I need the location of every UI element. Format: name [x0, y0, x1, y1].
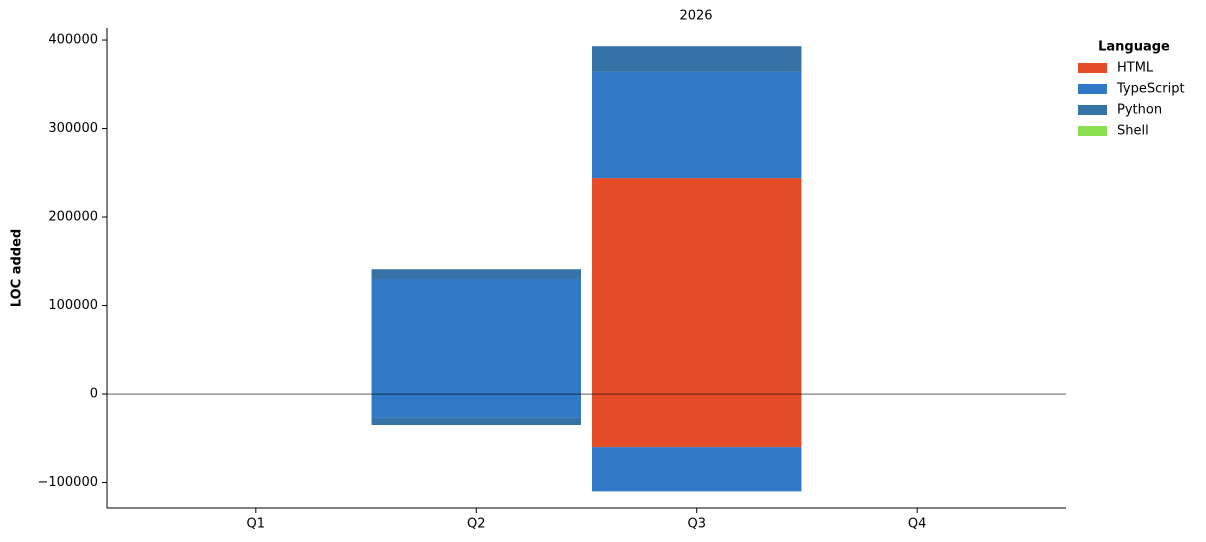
- legend-swatch: [1078, 105, 1107, 115]
- y-tick-label: 300000: [48, 121, 98, 136]
- legend-swatch: [1078, 63, 1107, 73]
- legend-label: Python: [1117, 103, 1162, 118]
- bar-segment: [371, 417, 581, 425]
- y-tick-label: 0: [90, 387, 98, 402]
- bar-segment: [592, 71, 802, 179]
- y-tick-label: 200000: [48, 210, 98, 225]
- x-tick-label: Q3: [687, 517, 706, 532]
- legend-swatch: [1078, 126, 1107, 136]
- y-tick-label: −100000: [37, 475, 98, 490]
- bar-segment: [371, 278, 581, 395]
- bar-segment: [592, 447, 802, 492]
- legend-label: Shell: [1117, 124, 1149, 139]
- legend-label: TypeScript: [1116, 82, 1185, 97]
- legend-label: HTML: [1117, 61, 1154, 76]
- x-tick-label: Q1: [247, 517, 266, 532]
- bar-segment: [592, 394, 802, 448]
- bar-segment: [592, 178, 802, 395]
- legend-title: Language: [1098, 40, 1170, 55]
- x-tick-label: Q4: [908, 517, 927, 532]
- bar-segment: [371, 269, 581, 279]
- y-axis-label: LOC added: [10, 229, 25, 307]
- y-tick-label: 100000: [48, 298, 98, 313]
- bar-segment: [371, 394, 581, 418]
- y-tick-label: 400000: [48, 33, 98, 48]
- bar-segment: [592, 46, 802, 72]
- legend-swatch: [1078, 84, 1107, 94]
- chart-title: 2026: [679, 9, 712, 24]
- x-tick-label: Q2: [467, 517, 486, 532]
